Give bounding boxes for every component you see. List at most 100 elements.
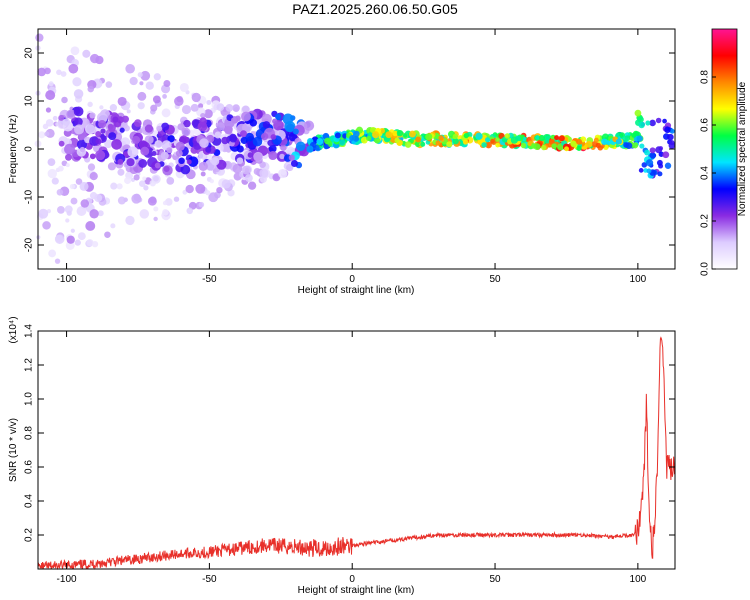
spectrogram-cell	[44, 131, 50, 137]
spectrogram-x-tick-label: 100	[630, 274, 647, 285]
spectrogram-cell	[463, 133, 469, 139]
spectrogram-cell	[259, 168, 269, 178]
spectrogram-cell	[64, 205, 73, 214]
spectrogram-x-tick-label: 0	[349, 274, 355, 285]
spectrogram-cell	[69, 183, 76, 190]
spectrogram-cell	[286, 163, 294, 172]
spectrogram-cell	[241, 111, 251, 122]
spectrogram-cell	[420, 141, 426, 147]
spectrogram-cell	[139, 81, 144, 86]
spectrogram-cell	[137, 72, 143, 78]
spectrogram-cell	[288, 132, 298, 142]
spectrogram-cell	[585, 140, 593, 148]
spectrogram-cell	[140, 70, 151, 81]
spectrogram-cell	[82, 49, 91, 58]
spectrogram-cell	[162, 209, 169, 216]
spectrogram-cell	[38, 208, 49, 219]
spectrogram-cell	[576, 138, 583, 145]
spectrogram-cell	[138, 159, 148, 168]
spectrogram-cell	[244, 174, 253, 183]
spectrogram-cell	[108, 124, 116, 133]
spectrogram-cell	[636, 135, 643, 142]
spectrogram-cell	[538, 134, 546, 142]
spectrogram-cell	[77, 134, 85, 141]
snr-x-tick-label: -100	[57, 574, 77, 585]
spectrogram-cell	[199, 117, 207, 126]
spectrogram-cell	[197, 103, 204, 109]
spectrogram-cell	[143, 185, 149, 191]
spectrogram-cell	[188, 201, 197, 210]
spectrogram-cell	[288, 154, 295, 161]
spectrogram-cell	[80, 199, 90, 208]
spectrogram-cell	[90, 53, 100, 64]
spectrogram-cell	[275, 113, 282, 121]
spectrogram-cell	[58, 114, 65, 121]
spectrogram-cell	[60, 71, 67, 77]
spectrogram-cell	[268, 150, 278, 161]
spectrogram-cell	[303, 120, 315, 131]
spectrogram-cell	[145, 81, 154, 90]
spectrogram-x-tick-label: 50	[489, 274, 501, 285]
spectrogram-cell	[353, 130, 360, 138]
spectrogram-cell	[649, 152, 656, 159]
spectrogram-cell	[174, 96, 184, 106]
snr-y-tick-label: 0.8	[24, 426, 35, 440]
spectrogram-cell	[54, 258, 61, 264]
spectrogram-cell	[206, 100, 212, 106]
spectrogram-cell	[551, 143, 557, 149]
spectrogram-cell	[249, 119, 258, 127]
spectrogram-cell	[182, 189, 188, 195]
spectrogram-cell	[490, 138, 495, 144]
spectrogram-cell	[272, 118, 278, 124]
spectrogram-cell	[216, 103, 225, 112]
spectrogram-cell	[541, 145, 547, 151]
spectrogram-cell	[98, 120, 107, 129]
spectrogram-cell	[89, 192, 98, 200]
spectrogram-cell	[139, 180, 146, 187]
spectrogram-x-label: Height of straight line (km)	[298, 285, 415, 296]
spectrogram-y-tick-label: -10	[24, 189, 35, 204]
spectrogram-cell	[634, 109, 642, 117]
spectrogram-cell	[133, 119, 142, 127]
spectrogram-cell	[646, 168, 652, 174]
spectrogram-cell	[144, 124, 154, 133]
spectrogram-cell	[73, 106, 84, 117]
spectrogram-cell	[485, 141, 492, 149]
spectrogram-cell	[56, 189, 64, 196]
spectrogram-cell	[87, 101, 93, 108]
spectrogram-cell	[510, 136, 518, 144]
spectrogram-cell	[116, 183, 123, 190]
spectrogram-cell	[295, 141, 306, 152]
spectrogram-cell	[62, 118, 71, 126]
spectrogram-cell	[150, 104, 158, 112]
spectrogram-cell	[100, 128, 106, 134]
spectrogram-cell	[61, 96, 68, 104]
spectrogram-cell	[183, 119, 191, 128]
spectrogram-cell	[221, 136, 229, 145]
spectrogram-cell	[180, 164, 191, 175]
spectrogram-cell	[181, 127, 191, 137]
spectrogram-cell	[392, 130, 399, 137]
spectrogram-cell	[167, 135, 175, 143]
snr-y-scale-label: (x10⁴)	[8, 316, 19, 343]
spectrogram-cell	[245, 132, 254, 142]
spectrogram-cell	[669, 140, 675, 146]
spectrogram-cell	[79, 181, 89, 191]
spectrogram-cell	[131, 193, 142, 204]
spectrogram-cell	[79, 146, 86, 153]
spectrogram-cell	[210, 157, 220, 166]
spectrogram-cell	[89, 136, 99, 147]
spectrogram-cell	[278, 168, 288, 179]
spectrogram-cell	[76, 139, 88, 150]
spectrogram-cell	[89, 112, 96, 119]
spectrogram-cell	[153, 206, 159, 212]
spectrogram-cell	[203, 109, 213, 119]
snr-x-tick-label: 0	[349, 574, 355, 585]
spectrogram-cell	[149, 179, 156, 187]
spectrogram-cell	[200, 171, 206, 177]
spectrogram-cell	[163, 165, 170, 173]
spectrogram-cell	[649, 119, 656, 127]
colorbar-label: Normalized spectral amplitude	[737, 81, 748, 216]
spectrogram-cell	[111, 139, 122, 150]
colorbar-bar	[711, 28, 738, 270]
